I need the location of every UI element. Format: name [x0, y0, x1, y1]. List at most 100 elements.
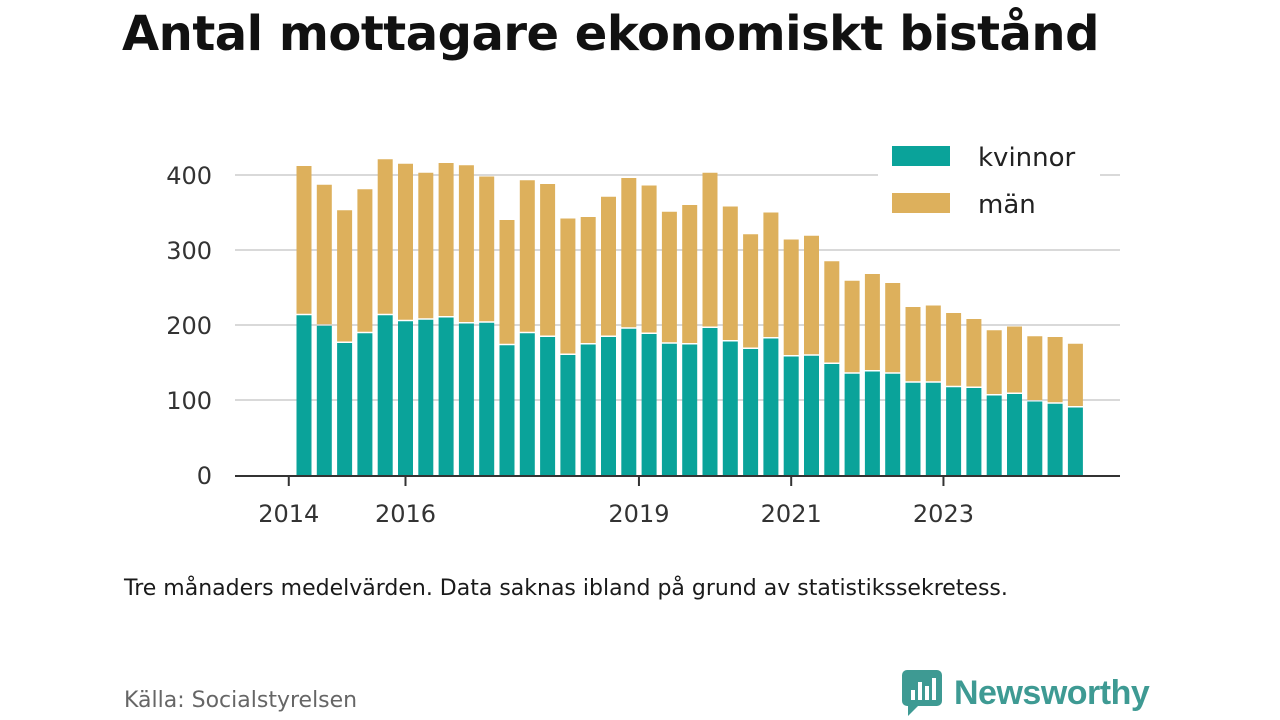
y-tick-label-400: 400	[166, 162, 212, 190]
bar-kvinnor-12	[540, 337, 556, 475]
x-tick-label-2019: 2019	[608, 500, 669, 528]
bar-kvinnor-23	[763, 338, 779, 475]
bar-man-19	[682, 205, 698, 343]
bar-man-21	[722, 206, 738, 340]
bar-kvinnor-14	[580, 344, 596, 475]
bar-man-14	[580, 217, 596, 343]
bar-kvinnor-16	[621, 328, 637, 475]
bar-man-0	[296, 166, 312, 314]
bar-kvinnor-19	[682, 344, 698, 475]
bar-kvinnor-0	[296, 315, 312, 475]
y-tick-label-100: 100	[166, 387, 212, 415]
newsworthy-logo-icon	[902, 670, 942, 716]
bar-man-32	[946, 313, 962, 386]
bar-man-18	[661, 211, 677, 343]
bar-kvinnor-27	[844, 373, 860, 475]
y-tick-label-300: 300	[166, 237, 212, 265]
y-tick-label-0: 0	[197, 462, 212, 490]
x-tick-label-2014: 2014	[258, 500, 319, 528]
bar-kvinnor-20	[702, 328, 718, 475]
bar-kvinnor-24	[783, 356, 799, 475]
bar-man-16	[621, 178, 637, 328]
legend-label-man: män	[978, 190, 1036, 220]
bar-kvinnor-37	[1047, 403, 1063, 475]
bar-man-13	[560, 218, 576, 354]
x-tick-label-2021: 2021	[761, 500, 822, 528]
bar-kvinnor-8	[458, 323, 474, 475]
bar-kvinnor-6	[418, 319, 434, 475]
bar-man-7	[438, 163, 454, 316]
bar-man-37	[1047, 337, 1063, 403]
bar-man-5	[398, 163, 413, 320]
legend-swatch-man	[892, 193, 950, 213]
bar-man-4	[377, 159, 393, 314]
bar-kvinnor-25	[804, 355, 819, 475]
bar-kvinnor-2	[337, 343, 353, 475]
bar-kvinnor-3	[357, 333, 373, 475]
bar-man-6	[418, 172, 434, 319]
y-tick-label-200: 200	[166, 312, 212, 340]
bar-kvinnor-31	[925, 382, 941, 475]
bar-man-15	[601, 196, 616, 336]
newsworthy-brand[interactable]: Newsworthy	[902, 670, 1150, 716]
bar-kvinnor-36	[1027, 401, 1043, 475]
bar-man-33	[966, 319, 982, 387]
legend-label-kvinnor: kvinnor	[978, 143, 1076, 173]
bar-man-23	[763, 212, 779, 337]
chart-svg: 0 100 200 300 400 2014 2016 2019 2021 2023 kvinn…	[166, 136, 1120, 528]
x-tick-label-2023: 2023	[913, 500, 974, 528]
bar-man-27	[844, 280, 860, 373]
bar-kvinnor-18	[661, 343, 677, 475]
bar-man-2	[337, 210, 353, 342]
chart-footnote: Tre månaders medelvärden. Data saknas ib…	[124, 576, 1008, 601]
bar-kvinnor-29	[885, 373, 901, 475]
bar-man-9	[479, 176, 495, 322]
bar-kvinnor-17	[641, 334, 657, 475]
bar-kvinnor-13	[560, 355, 576, 475]
legend: kvinnor män	[878, 136, 1100, 232]
bar-kvinnor-7	[438, 317, 454, 475]
bar-man-3	[357, 189, 373, 332]
bar-kvinnor-4	[377, 315, 393, 475]
bar-kvinnor-33	[966, 388, 982, 475]
bar-man-30	[905, 307, 921, 382]
legend-swatch-kvinnor	[892, 146, 950, 166]
bar-man-31	[925, 305, 941, 382]
bar-man-8	[458, 165, 474, 322]
bar-man-35	[1007, 326, 1022, 393]
bar-kvinnor-9	[479, 322, 495, 475]
bar-man-11	[519, 180, 535, 332]
x-tick-label-2016: 2016	[375, 500, 436, 528]
bar-man-25	[804, 235, 819, 355]
bar-man-10	[499, 220, 515, 344]
bar-kvinnor-15	[601, 337, 616, 475]
bar-kvinnor-30	[905, 382, 921, 475]
bar-kvinnor-32	[946, 387, 962, 475]
chart-title: Antal mottagare ekonomiskt bistånd	[122, 6, 1099, 62]
bar-man-28	[864, 274, 880, 370]
bar-man-22	[743, 234, 759, 348]
bar-man-29	[885, 283, 901, 373]
bar-kvinnor-1	[316, 325, 332, 475]
brand-name: Newsworthy	[954, 673, 1150, 712]
bar-man-1	[316, 184, 332, 325]
bar-man-20	[702, 172, 718, 327]
source-credit: Källa: Socialstyrelsen	[124, 688, 358, 713]
bar-man-24	[783, 239, 799, 355]
bar-man-34	[986, 330, 1002, 394]
bar-man-38	[1067, 343, 1083, 406]
bar-man-12	[540, 184, 556, 336]
y-axis-tick-labels: 0 100 200 300 400	[166, 162, 212, 490]
bar-man-36	[1027, 336, 1043, 400]
x-axis-ticks: 2014 2016 2019 2021 2023	[258, 476, 974, 528]
bar-kvinnor-21	[722, 341, 738, 475]
bar-kvinnor-34	[986, 395, 1002, 475]
bar-kvinnor-35	[1007, 394, 1022, 475]
bar-kvinnor-22	[743, 349, 759, 475]
bar-kvinnor-26	[824, 364, 840, 475]
bar-kvinnor-10	[499, 345, 515, 475]
bar-kvinnor-38	[1067, 407, 1083, 475]
bar-man-17	[641, 185, 657, 333]
bar-kvinnor-28	[864, 371, 880, 475]
bar-kvinnor-11	[519, 333, 535, 475]
